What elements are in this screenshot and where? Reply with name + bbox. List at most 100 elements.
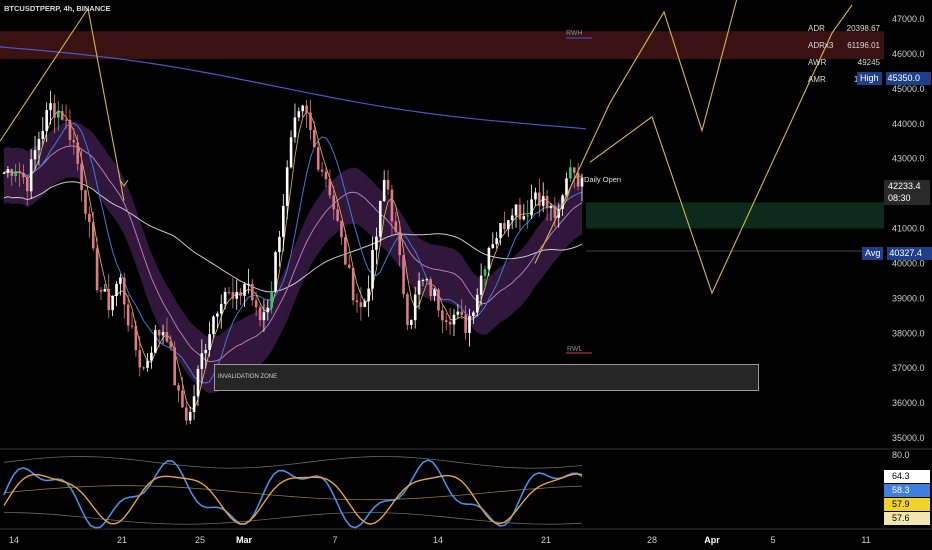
candle-body [328,178,332,196]
y-tick-label: 40000.0 [892,258,925,268]
candle-body [99,290,103,292]
x-tick-label: Mar [236,535,253,545]
candle-body [363,301,367,307]
candle-body [18,171,21,173]
candle-body [64,119,68,121]
ma-long-line [0,46,587,130]
candle-body [91,222,95,249]
y-tick-label: 47000.0 [892,14,925,24]
y-tick-label: 43000.0 [892,154,925,164]
candle-body [530,199,533,216]
candle-body [188,412,192,421]
candle-body [223,291,227,304]
candle-body [425,279,429,281]
candle-body [274,252,277,291]
candle-body [41,131,45,139]
candle-body [216,313,219,317]
candle-body [165,331,169,342]
candle-body [270,290,273,308]
candle-body [293,117,297,138]
candle-body [301,105,304,112]
stats-value: 20398.67 [846,24,880,33]
candle-body [468,316,471,333]
candle-body [464,314,467,333]
candle-body [37,138,41,151]
candle-body [452,314,456,325]
candle-body [115,283,118,296]
candle-body [371,249,374,289]
candle-body [68,119,72,141]
osc-blue-line [3,459,583,529]
y-tick-label: 37000.0 [892,363,925,373]
ma-mid-line [3,181,583,293]
candle-body [421,280,425,282]
candle-body [359,302,363,307]
osc-badge-1: 64.3 [884,470,930,483]
daily-open-label: Daily Open [584,175,622,184]
zigzag-left [0,7,125,201]
symbol-label: BTCUSDTPERP, 4h, BINANCE [4,4,111,13]
candle-body [181,390,184,408]
candle-body [332,195,336,210]
candle-body [487,247,491,270]
candle-body [429,279,433,297]
candle-body [157,330,161,336]
x-tick-label: 7 [332,535,337,545]
invalidation-zone: INVALIDATION ZONE [214,364,759,391]
candle-body [437,289,440,311]
candle-body [475,294,479,313]
candle-body [196,368,200,397]
candle-body [367,288,370,302]
candle-body [142,367,145,369]
stats-label: AMR [808,75,826,84]
candle-body [126,304,130,326]
candle-body [254,300,258,308]
stats-label: ADRx3 [808,41,834,50]
candle-body [235,292,239,299]
candle-body [565,178,568,196]
stats-value: 61196.01 [847,41,880,50]
candle-body [258,307,262,321]
candle-body [192,396,196,413]
candle-body [526,215,529,217]
candle-body [130,325,134,327]
candle-body [138,350,142,368]
stats-row: ADRx3 61196.01 [808,37,880,54]
candle-body [29,159,33,192]
candle-body [297,111,301,118]
candle-body [569,167,572,179]
candle-body [208,334,211,350]
candle-body [522,216,526,220]
arrow-head-icon [119,179,129,187]
osc-lower-band [3,512,583,525]
candle-body [22,172,25,178]
candle-body [2,172,6,174]
avg-badge: Avg 40327.4 [862,247,932,260]
candle-body [204,349,208,354]
candle-body [95,248,99,291]
candle-body [53,103,56,118]
ema-yellow-line [3,109,583,410]
x-tick-label: 14 [433,535,443,545]
rwh-zone [0,31,884,60]
high-badge: High 45350.0 [857,72,931,85]
candle-body [448,321,452,325]
candle-body [153,330,157,353]
candle-body [76,142,80,164]
ma-pink-line [3,145,583,363]
y-tick-label: 46000.0 [892,49,925,59]
candle-body [483,269,487,276]
candle-body [6,169,10,173]
countdown: 08:30 [888,193,911,203]
candle-body [491,244,495,248]
candle-body [80,163,83,191]
candle-body [514,204,518,216]
candle-body [441,310,444,321]
candle-body [285,167,289,206]
x-tick-label: Apr [704,535,720,545]
candle-body [549,205,553,209]
candle-body [111,295,114,311]
candle-body [545,195,549,209]
candle-body [382,179,386,201]
candle-body [510,215,514,221]
